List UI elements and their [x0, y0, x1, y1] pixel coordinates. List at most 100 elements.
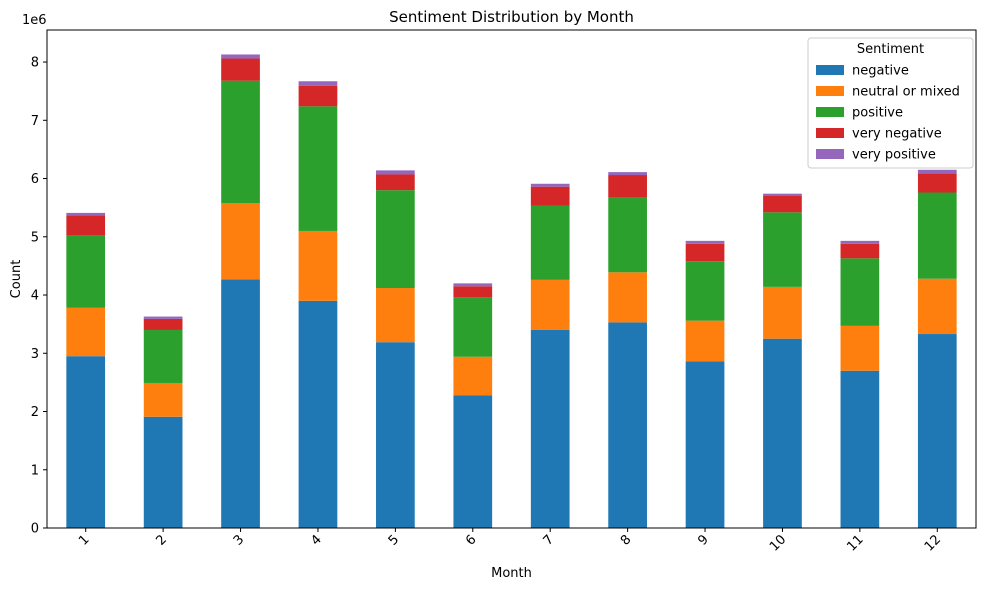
bar-negative-month-8 [608, 322, 647, 528]
bar-very-negative-month-8 [608, 175, 647, 198]
x-tick-label-11: 11 [844, 532, 866, 554]
bar-positive-month-6 [453, 297, 493, 357]
x-tick-label-6: 6 [463, 532, 479, 548]
bar-very-positive-month-3 [221, 54, 260, 59]
legend-title: Sentiment [857, 42, 924, 57]
bar-positive-month-2 [143, 329, 183, 383]
bar-very-positive-month-2 [143, 316, 183, 319]
x-tick-label-7: 7 [541, 532, 557, 548]
legend-label-very-positive: very positive [852, 148, 936, 163]
bar-negative-month-11 [840, 370, 880, 528]
bar-positive-month-7 [530, 205, 570, 280]
bar-negative-month-3 [221, 279, 260, 528]
bar-neutral-or-mixed-month-1 [66, 307, 106, 357]
bar-very-negative-month-4 [298, 85, 338, 107]
bar-very-positive-month-8 [608, 172, 647, 176]
bar-positive-month-1 [66, 235, 106, 308]
bar-neutral-or-mixed-month-9 [685, 320, 725, 362]
bar-very-negative-month-6 [453, 286, 493, 298]
legend: Sentiment negative neutral or mixed positiv… [807, 37, 974, 169]
bar-neutral-or-mixed-month-8 [608, 272, 647, 323]
x-tick-label-12: 12 [922, 532, 944, 554]
bar-very-negative-month-2 [143, 318, 183, 330]
y-axis-multiplier: 1e6 [22, 13, 47, 28]
x-tick-label-8: 8 [618, 532, 634, 548]
legend-label-neutral-or-mixed: neutral or mixed [852, 85, 960, 100]
x-tick-label-10: 10 [767, 532, 789, 554]
bar-negative-month-10 [763, 338, 802, 528]
bar-very-negative-month-7 [530, 186, 570, 206]
legend-swatch-very-negative [816, 128, 844, 138]
bar-very-positive-month-11 [840, 240, 880, 244]
bar-very-negative-month-5 [376, 174, 415, 191]
bar-positive-month-10 [763, 212, 802, 287]
bar-very-positive-month-1 [66, 212, 106, 216]
bar-very-negative-month-1 [66, 215, 106, 236]
bar-neutral-or-mixed-month-2 [143, 382, 183, 417]
bar-negative-month-7 [530, 329, 570, 528]
y-axis-label: Count [9, 260, 24, 299]
bar-negative-month-9 [685, 361, 725, 528]
bar-negative-month-5 [376, 342, 415, 528]
bar-negative-month-2 [143, 416, 183, 528]
legend-label-negative: negative [852, 64, 909, 79]
bar-very-negative-month-12 [917, 173, 957, 193]
bar-very-positive-month-12 [917, 169, 957, 174]
bar-positive-month-5 [376, 190, 415, 289]
bar-neutral-or-mixed-month-11 [840, 325, 880, 371]
y-tick-label-7: 7 [31, 114, 39, 129]
bar-positive-month-11 [840, 258, 880, 326]
bar-neutral-or-mixed-month-6 [453, 356, 493, 396]
bar-very-positive-month-6 [453, 283, 493, 287]
bar-neutral-or-mixed-month-4 [298, 230, 338, 301]
x-tick-label-3: 3 [231, 532, 247, 548]
y-tick-label-0: 0 [31, 522, 39, 537]
bar-very-positive-month-10 [763, 193, 802, 196]
x-tick-label-9: 9 [695, 532, 711, 548]
bar-positive-month-4 [298, 106, 338, 231]
chart-title: Sentiment Distribution by Month [389, 8, 634, 26]
bar-very-negative-month-11 [840, 243, 880, 259]
bar-positive-month-9 [685, 261, 725, 321]
y-tick-label-8: 8 [31, 56, 39, 71]
bar-very-positive-month-4 [298, 81, 338, 86]
legend-swatch-neutral-or-mixed [816, 86, 844, 96]
y-tick-label-5: 5 [31, 230, 39, 245]
bar-negative-month-6 [453, 395, 493, 528]
bar-neutral-or-mixed-month-3 [221, 202, 260, 280]
x-tick-label-4: 4 [308, 532, 324, 548]
legend-box [807, 37, 974, 169]
bar-very-positive-month-9 [685, 240, 725, 244]
y-tick-label-2: 2 [31, 405, 39, 420]
legend-swatch-very-positive [816, 149, 844, 159]
legend-swatch-positive [816, 107, 844, 117]
bar-very-negative-month-9 [685, 243, 725, 262]
bar-very-positive-month-7 [530, 183, 570, 187]
bar-neutral-or-mixed-month-10 [763, 286, 802, 339]
bar-neutral-or-mixed-month-7 [530, 279, 570, 330]
x-axis-label: Month [491, 566, 532, 581]
bar-neutral-or-mixed-month-12 [917, 278, 957, 335]
bar-negative-month-12 [917, 334, 957, 528]
bar-positive-month-3 [221, 80, 260, 203]
y-tick-label-4: 4 [31, 289, 39, 304]
y-tick-label-1: 1 [31, 463, 39, 478]
bar-very-negative-month-3 [221, 58, 260, 81]
bars-layer [66, 54, 957, 528]
bar-very-negative-month-10 [763, 196, 802, 213]
legend-label-very-negative: very negative [852, 127, 942, 142]
bar-negative-month-4 [298, 300, 338, 528]
bar-very-positive-month-5 [376, 170, 415, 175]
x-tick-label-1: 1 [76, 532, 92, 548]
y-tick-label-3: 3 [31, 347, 39, 362]
legend-label-positive: positive [852, 106, 903, 121]
bar-positive-month-12 [917, 192, 957, 279]
x-tick-label-2: 2 [153, 532, 169, 548]
y-tick-label-6: 6 [31, 172, 39, 187]
plot-frame [46, 29, 977, 529]
bar-negative-month-1 [66, 356, 106, 528]
bar-neutral-or-mixed-month-5 [376, 288, 415, 343]
x-tick-label-5: 5 [386, 532, 402, 548]
bar-positive-month-8 [608, 197, 647, 273]
